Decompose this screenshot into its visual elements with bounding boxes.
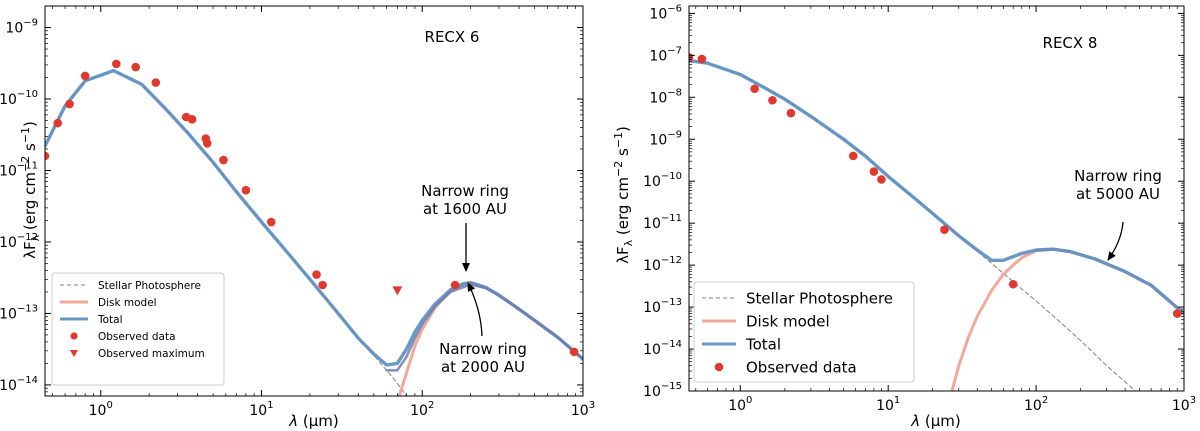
y-tick-label: 10−10 <box>0 89 38 108</box>
legend-marker <box>70 332 78 340</box>
data-point <box>768 95 777 105</box>
data-point <box>266 217 276 227</box>
y-tick-label: 10−12 <box>0 232 38 251</box>
data-point <box>219 155 228 165</box>
data-point <box>940 225 949 234</box>
data-point <box>869 167 879 176</box>
annotation-text: Narrow ring at 1600 AU <box>421 182 509 218</box>
y-tick-label: 10−11 <box>0 160 38 179</box>
data-point <box>45 151 50 161</box>
y-tick-label: 10−7 <box>649 45 682 64</box>
panel-recx6: 100 101 102 103 10−14 10−13 10−12 10−11 10−10 10… <box>0 5 595 430</box>
legend: Stellar Photosphere Disk model Total Observ… <box>51 272 225 386</box>
annotation-arrow <box>1107 221 1124 261</box>
data-point <box>318 280 327 290</box>
legend-label: Total <box>745 335 781 353</box>
y-tick-label: 10−8 <box>649 87 682 106</box>
data-point <box>241 185 251 195</box>
panel-recx8: 100 101 102 103 10−15 10−14 10−13 10−12 10−11 10… <box>612 3 1196 430</box>
plot-frame <box>44 5 584 397</box>
data-point <box>53 118 63 128</box>
data-point <box>131 62 141 72</box>
x-tick-label: 100 <box>89 400 113 419</box>
data-point <box>450 280 460 290</box>
x-tick-label: 103 <box>1172 395 1196 414</box>
plot-frame <box>688 5 1185 392</box>
y-tick-label: 10−10 <box>643 171 682 190</box>
legend-marker <box>70 350 78 357</box>
x-tick-label: 102 <box>1024 395 1048 414</box>
data-point <box>202 139 212 148</box>
legend-label: Disk model <box>746 312 830 330</box>
data-point <box>187 115 197 124</box>
data-point <box>848 151 858 161</box>
series-line-total <box>689 58 1184 316</box>
y-tick-label: 10−15 <box>643 381 682 400</box>
data-point <box>877 175 886 184</box>
chart-title: RECX 6 <box>425 28 480 46</box>
annotation-text: Narrow ring at 2000 AU <box>439 340 527 376</box>
y-tick-label: 10−9 <box>5 18 38 37</box>
data-point <box>151 78 161 87</box>
legend: Stellar Photosphere Disk model Total Observ… <box>693 281 915 383</box>
legend-label: Stellar Photosphere <box>98 280 201 292</box>
legend-label: Disk model <box>98 297 157 309</box>
legend-box <box>693 281 915 383</box>
x-tick-label: 101 <box>876 395 900 414</box>
data-point <box>312 270 321 279</box>
upper-limit-marker <box>392 286 403 296</box>
series-line-total <box>385 283 583 372</box>
x-tick-label: 103 <box>571 400 595 419</box>
y-axis-title: λFλ (erg cm−2 s−1) <box>19 121 42 259</box>
series-line-disk-model <box>950 247 1184 391</box>
data-point <box>1172 309 1182 318</box>
data-point <box>786 108 796 118</box>
legend-marker <box>714 362 724 372</box>
data-point <box>80 71 90 81</box>
y-tick-label: 10−9 <box>649 129 682 148</box>
data-point <box>65 99 74 109</box>
legend-label: Stellar Photosphere <box>746 289 893 307</box>
x-axis-title: λ (μm) <box>288 412 339 430</box>
legend-label: Total <box>97 314 123 326</box>
chart-title: RECX 8 <box>1043 34 1098 52</box>
x-tick-label: 102 <box>410 400 434 419</box>
legend-label: Observed data <box>746 358 857 376</box>
data-point <box>697 54 707 64</box>
x-axis-title: λ (μm) <box>910 412 961 430</box>
data-point <box>1008 279 1018 289</box>
legend-box <box>51 272 225 386</box>
legend-label: Observed data <box>98 331 176 343</box>
x-tick-label: 101 <box>249 400 273 419</box>
y-tick-label: 10−6 <box>649 3 682 22</box>
annotation-arrow <box>467 282 483 337</box>
x-tick-label: 100 <box>728 395 752 414</box>
data-point <box>112 59 121 69</box>
y-tick-label: 10−11 <box>643 213 682 232</box>
y-tick-label: 10−14 <box>0 375 38 394</box>
data-point <box>750 84 759 94</box>
y-axis-title: λFλ (erg cm−2 s−1) <box>612 126 635 264</box>
legend-label: Observed maximum <box>98 348 205 360</box>
y-tick-label: 10−12 <box>643 255 682 274</box>
y-tick-label: 10−14 <box>643 339 682 358</box>
annotation-text: Narrow ring at 5000 AU <box>1074 167 1162 203</box>
y-tick-label: 10−13 <box>643 297 682 316</box>
y-tick-label: 10−13 <box>0 303 38 322</box>
data-point <box>569 347 579 357</box>
